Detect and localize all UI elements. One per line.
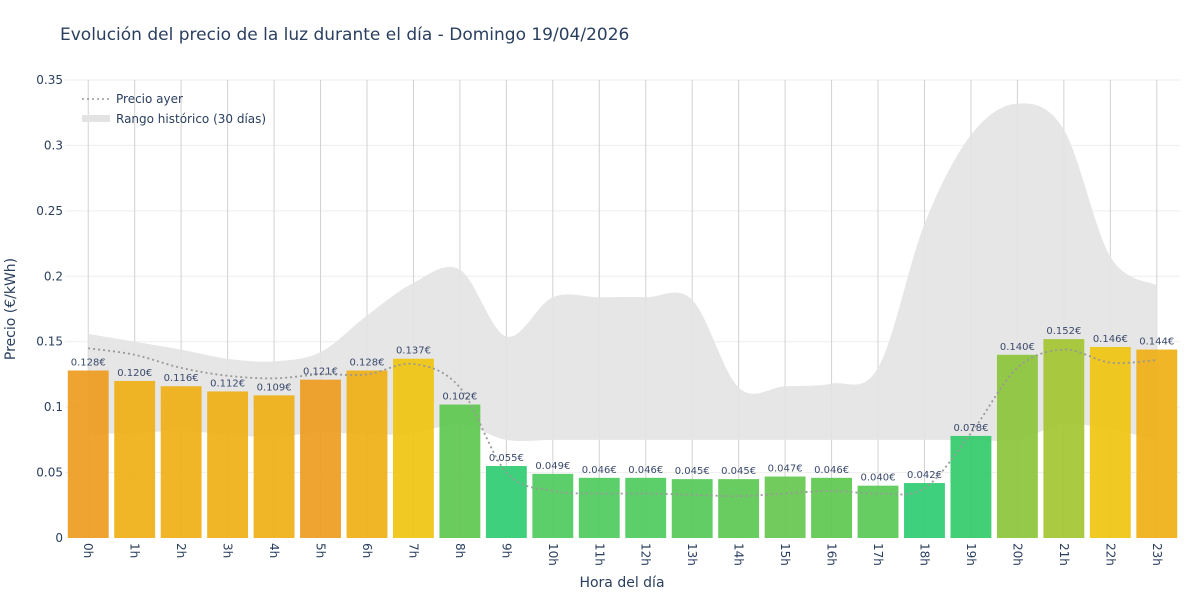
x-tick-label: 12h [639, 543, 653, 566]
x-tick-label: 0h [81, 543, 95, 558]
chart-title: Evolución del precio de la luz durante e… [60, 25, 629, 45]
bar-value-label: 0.042€ [907, 470, 942, 481]
y-axis-title: Precio (€/kWh) [3, 258, 19, 360]
x-tick-label: 5h [314, 543, 328, 558]
x-tick-label: 22h [1103, 543, 1117, 566]
x-tick-label: 15h [778, 543, 792, 566]
bar-value-label: 0.102€ [442, 392, 477, 403]
bar-value-label: 0.046€ [628, 465, 663, 476]
bar-value-label: 0.045€ [721, 466, 756, 477]
bar-value-label: 0.040€ [861, 473, 896, 484]
x-tick-label: 16h [825, 543, 839, 566]
bar-value-label: 0.120€ [117, 368, 152, 379]
x-axis-ticks: 0h 1h 2h 3h 4h 5h 6h 7h 8h 9h 10h 11h 12h 13h 14h 15h 16… [81, 543, 1164, 566]
x-tick-label: 4h [267, 543, 281, 558]
bar-9h[interactable] [485, 466, 527, 538]
bar-value-label: 0.045€ [675, 466, 710, 477]
bar-19h[interactable] [950, 435, 992, 538]
bar-18h[interactable] [904, 483, 945, 538]
bar-16h[interactable] [811, 477, 853, 538]
bar-value-label: 0.128€ [349, 358, 384, 369]
bar-2h[interactable] [160, 386, 202, 538]
bar-13h[interactable] [671, 479, 713, 538]
x-tick-label: 20h [1010, 543, 1024, 566]
bar-1h[interactable] [114, 380, 156, 538]
bar-3h[interactable] [207, 391, 249, 538]
x-tick-label: 13h [685, 543, 699, 566]
bar-14h[interactable] [718, 479, 760, 538]
y-tick-label: 0.2 [44, 269, 63, 283]
x-tick-label: 2h [174, 543, 188, 558]
bar-value-label: 0.137€ [396, 346, 431, 357]
bar-15h[interactable] [764, 476, 806, 538]
x-tick-label: 18h [917, 543, 931, 566]
x-tick-label: 10h [546, 543, 560, 566]
x-tick-label: 23h [1150, 543, 1164, 566]
x-tick-label: 7h [406, 543, 420, 558]
x-tick-label: 14h [732, 543, 746, 566]
x-tick-label: 17h [871, 543, 885, 566]
bar-value-label: 0.144€ [1139, 337, 1174, 348]
bar-value-labels: 0.128€ 0.120€ 0.116€ 0.112€ 0.109€ 0.121€ 0.12… [71, 326, 1175, 484]
bar-5h[interactable] [300, 379, 341, 538]
bar-value-label: 0.140€ [1000, 342, 1035, 353]
bar-value-label: 0.116€ [164, 373, 199, 384]
bar-20h[interactable] [996, 354, 1038, 538]
bar-value-label: 0.128€ [71, 358, 106, 369]
y-tick-label: 0.1 [44, 400, 63, 414]
y-tick-label: 0 [55, 531, 63, 545]
bar-12h[interactable] [625, 477, 667, 538]
y-tick-label: 0.15 [36, 335, 63, 349]
x-tick-label: 8h [453, 543, 467, 558]
bar-value-label: 0.049€ [535, 461, 570, 472]
bar-value-label: 0.046€ [814, 465, 849, 476]
bar-value-label: 0.121€ [303, 367, 338, 378]
x-tick-label: 3h [221, 543, 235, 558]
bar-10h[interactable] [532, 473, 574, 538]
x-axis-title: Hora del día [579, 575, 664, 591]
x-tick-label: 1h [128, 543, 142, 558]
bar-0h[interactable] [67, 370, 109, 538]
historical-range-band [88, 103, 1157, 442]
bar-6h[interactable] [346, 370, 388, 538]
bar-value-label: 0.055€ [489, 453, 524, 464]
bar-value-label: 0.146€ [1093, 334, 1128, 345]
x-tick-label: 9h [499, 543, 513, 558]
legend[interactable]: Precio ayer Rango histórico (30 días) [82, 92, 266, 126]
legend-item-historical-range[interactable]: Rango histórico (30 días) [116, 112, 266, 126]
bar-21h[interactable] [1043, 339, 1085, 538]
bar-value-label: 0.109€ [257, 382, 292, 393]
legend-band-swatch [82, 115, 110, 122]
x-tick-label: 6h [360, 543, 374, 558]
bar-11h[interactable] [578, 477, 620, 538]
x-tick-label: 19h [964, 543, 978, 566]
bar-4h[interactable] [253, 395, 295, 538]
y-tick-label: 0.05 [36, 466, 63, 480]
bar-23h[interactable] [1136, 349, 1178, 538]
bars [67, 339, 1178, 538]
bar-value-label: 0.152€ [1046, 326, 1081, 337]
y-tick-label: 0.25 [36, 204, 63, 218]
bar-value-label: 0.078€ [953, 423, 988, 434]
bar-value-label: 0.112€ [210, 378, 245, 389]
y-tick-label: 0.35 [36, 73, 63, 87]
bar-value-label: 0.046€ [582, 465, 617, 476]
historical-range-area [88, 103, 1157, 442]
bar-22h[interactable] [1089, 346, 1131, 538]
y-axis-ticks: 0 0.05 0.1 0.15 0.2 0.25 0.3 0.35 [36, 73, 63, 545]
bar-value-label: 0.047€ [768, 463, 803, 474]
x-tick-label: 21h [1057, 543, 1071, 566]
x-tick-label: 11h [592, 543, 606, 566]
legend-item-yesterday[interactable]: Precio ayer [116, 92, 183, 106]
y-tick-label: 0.3 [44, 138, 63, 152]
bar-7h[interactable] [392, 358, 434, 538]
bar-8h[interactable] [439, 404, 481, 538]
